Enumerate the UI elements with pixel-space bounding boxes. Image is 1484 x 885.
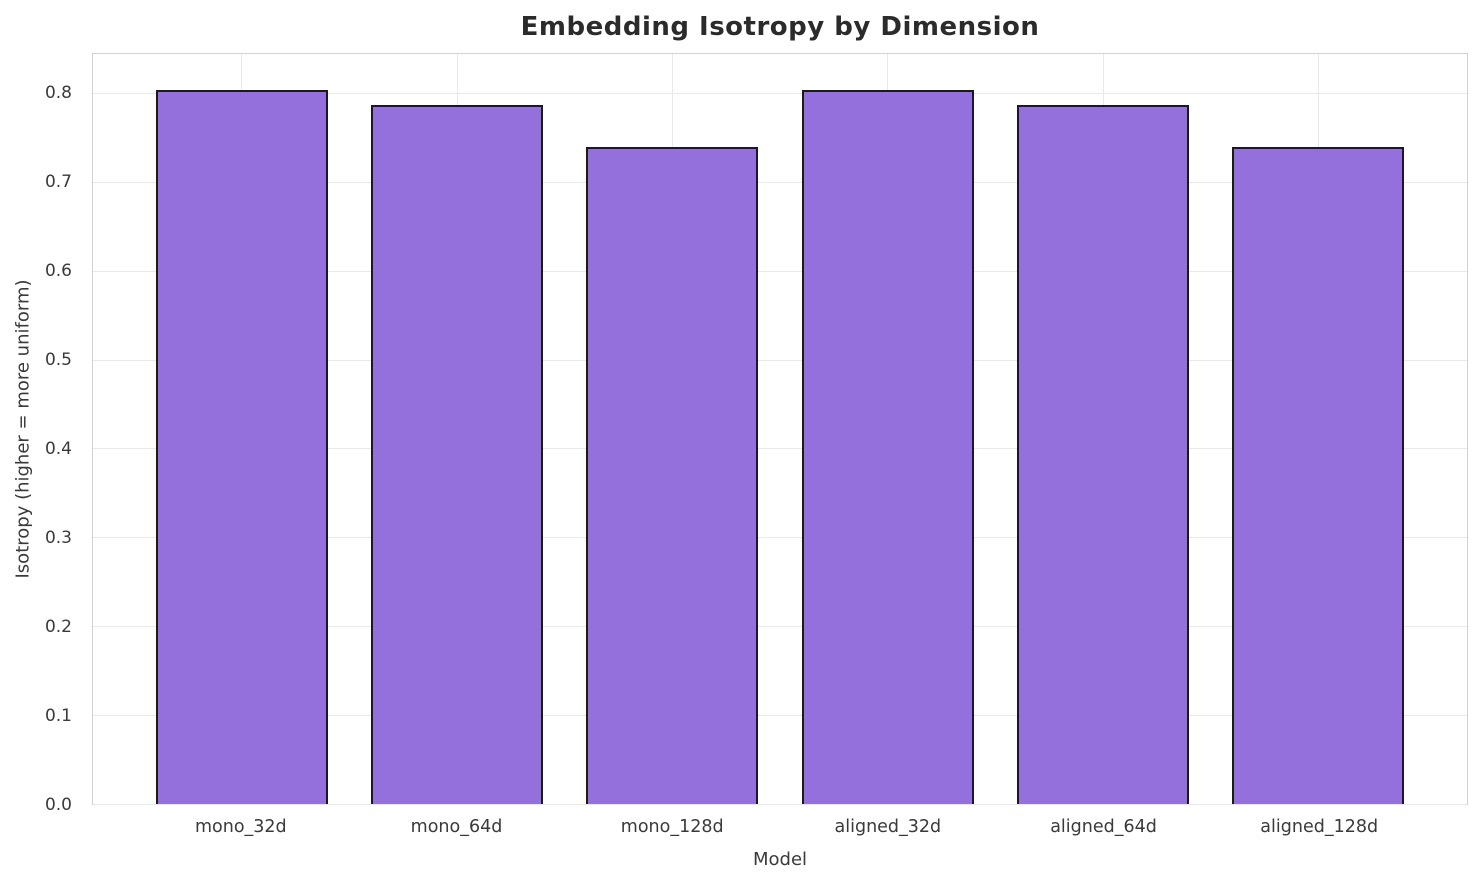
x-tick-label: aligned_64d xyxy=(1050,817,1157,837)
plot-inner-region xyxy=(134,54,1426,804)
y-tick-label: 0.6 xyxy=(44,261,72,282)
y-tick-label: 0.8 xyxy=(44,83,72,104)
y-tick-label: 0.3 xyxy=(44,528,72,549)
x-axis-label: Model xyxy=(752,849,808,870)
y-tick-label: 0.4 xyxy=(44,439,72,460)
y-gridline xyxy=(93,626,1467,627)
y-tick-label: 0.5 xyxy=(44,350,72,371)
y-gridline xyxy=(93,182,1467,184)
bar-aligned_128d xyxy=(1232,147,1405,804)
y-gridline xyxy=(93,537,1467,539)
x-tick-label: mono_128d xyxy=(620,817,724,837)
y-axis-ticks: 0.0 0.1 0.2 0.3 0.4 0.5 0.6 0.7 0.8 xyxy=(0,53,82,815)
bars-row xyxy=(134,54,1426,804)
bar-slot-aligned_64d xyxy=(995,54,1210,804)
y-tick-label: 0.2 xyxy=(44,617,72,638)
bar-mono_64d xyxy=(370,104,544,804)
plot-area xyxy=(92,53,1468,805)
bar-slot-aligned_32d xyxy=(780,54,995,804)
x-tick-label: aligned_32d xyxy=(834,817,942,837)
y-tick-label: 0.1 xyxy=(44,706,72,727)
x-tick-label: aligned_128d xyxy=(1260,817,1379,837)
bar-mono_128d xyxy=(586,147,759,804)
bar-slot-aligned_128d xyxy=(1211,54,1426,804)
bar-slot-mono_64d xyxy=(349,54,564,804)
y-gridline xyxy=(93,359,1467,361)
bar-aligned_64d xyxy=(1016,104,1190,804)
y-tick-label: 0.0 xyxy=(44,795,72,815)
bar-mono_32d xyxy=(155,89,328,804)
chart-title: Embedding Isotropy by Dimension xyxy=(520,12,1040,42)
y-gridline xyxy=(93,448,1467,450)
y-gridline xyxy=(93,270,1467,272)
bar-aligned_32d xyxy=(801,89,974,804)
x-tick-label: mono_64d xyxy=(410,817,503,837)
x-axis-ticks: mono_32d mono_64d mono_128d aligned_32d alig… xyxy=(92,817,1468,837)
y-gridline xyxy=(93,714,1467,716)
y-gridline xyxy=(93,803,1467,805)
x-tick-label: mono_32d xyxy=(194,817,287,837)
y-tick-label: 0.7 xyxy=(44,172,72,193)
bar-slot-mono_32d xyxy=(134,54,349,804)
bar-slot-mono_128d xyxy=(565,54,780,804)
horizontal-gridlines xyxy=(93,54,1467,805)
y-gridline xyxy=(93,93,1467,95)
